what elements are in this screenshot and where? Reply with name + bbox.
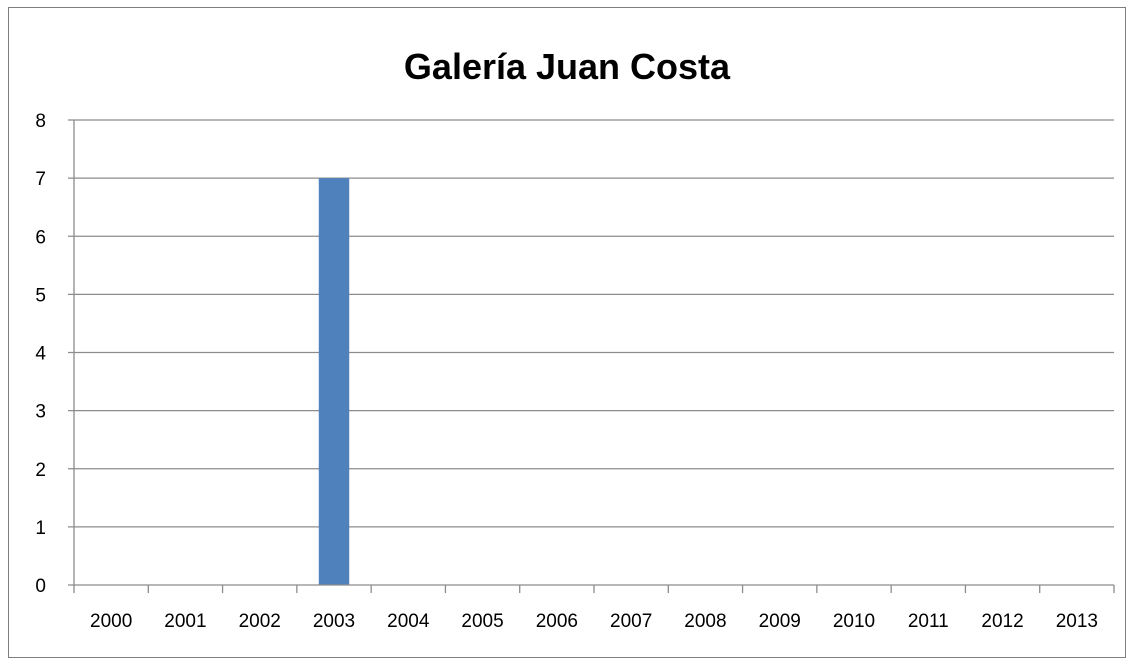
x-tick-label: 2010 [833,611,875,632]
y-tick-label: 1 [35,518,46,539]
x-tick-label: 2001 [164,611,206,632]
x-tick-label: 2013 [1056,611,1098,632]
x-tick-label: 2012 [981,611,1023,632]
x-tick-label: 2003 [313,611,355,632]
x-tick-label: 2009 [759,611,801,632]
y-tick-label: 8 [35,111,46,132]
bars [318,178,350,585]
gridlines [68,119,1114,528]
x-tick-label: 2011 [908,611,949,632]
x-tick-labels: 2000 2001 2002 2003 2004 2005 2006 2007 2008 2009… [90,611,1098,632]
y-tick-label: 3 [35,402,46,423]
axes [68,120,1115,593]
x-tick-label: 2005 [461,611,503,632]
y-tick-label: 2 [35,460,46,481]
x-tick-label: 2002 [239,611,281,632]
x-tick-label: 2006 [536,611,578,632]
y-tick-label: 4 [35,344,46,365]
y-tick-label: 5 [35,285,46,306]
y-tick-label: 0 [35,576,46,597]
chart-title: Galería Juan Costa [403,46,731,87]
y-tick-label: 7 [35,169,46,190]
x-tick-label: 2000 [90,611,132,632]
y-tick-labels: 0 1 2 3 4 5 6 7 8 [35,111,46,597]
x-tick-label: 2007 [610,611,652,632]
y-tick-label: 6 [35,227,46,248]
bar-2003 [318,178,350,585]
x-tick-label: 2004 [387,611,430,632]
x-tick-label: 2008 [684,611,726,632]
chart-frame: Galería Juan Costa [8,7,1126,658]
